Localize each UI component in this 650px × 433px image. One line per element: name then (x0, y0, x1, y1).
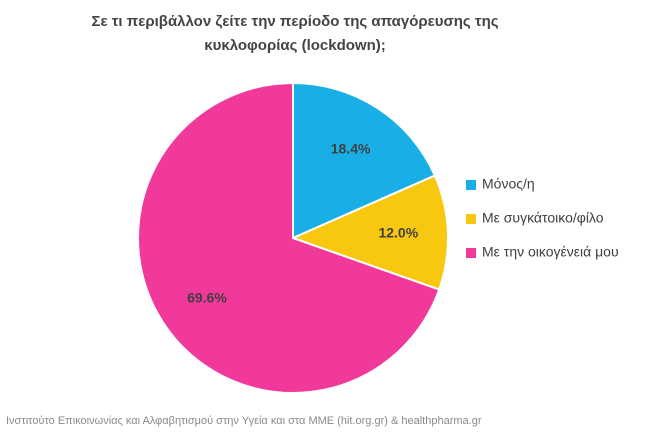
legend-label: Μόνος/η (482, 176, 535, 192)
data-label: 18.4% (331, 140, 371, 156)
data-label: 69.6% (187, 290, 227, 306)
chart-title: Σε τι περιβάλλον ζείτε την περίοδο της α… (91, 13, 498, 30)
legend-swatch (466, 248, 476, 258)
source: Ινστιτούτο Επικοινωνίας και Αλφαβητισμού… (6, 415, 482, 427)
legend-label: Με την οικογένειά μου (482, 244, 619, 260)
legend-swatch (466, 180, 476, 190)
pie-slice (137, 81, 441, 394)
pie-slice (292, 81, 437, 240)
data-label: 12.0% (378, 225, 418, 241)
chart-title: κυκλοφορίας (lockdown); (204, 37, 385, 54)
pie-slice (290, 174, 449, 291)
legend-label: Με συγκάτοικο/φίλο (482, 210, 604, 226)
legend-swatch (466, 214, 476, 224)
